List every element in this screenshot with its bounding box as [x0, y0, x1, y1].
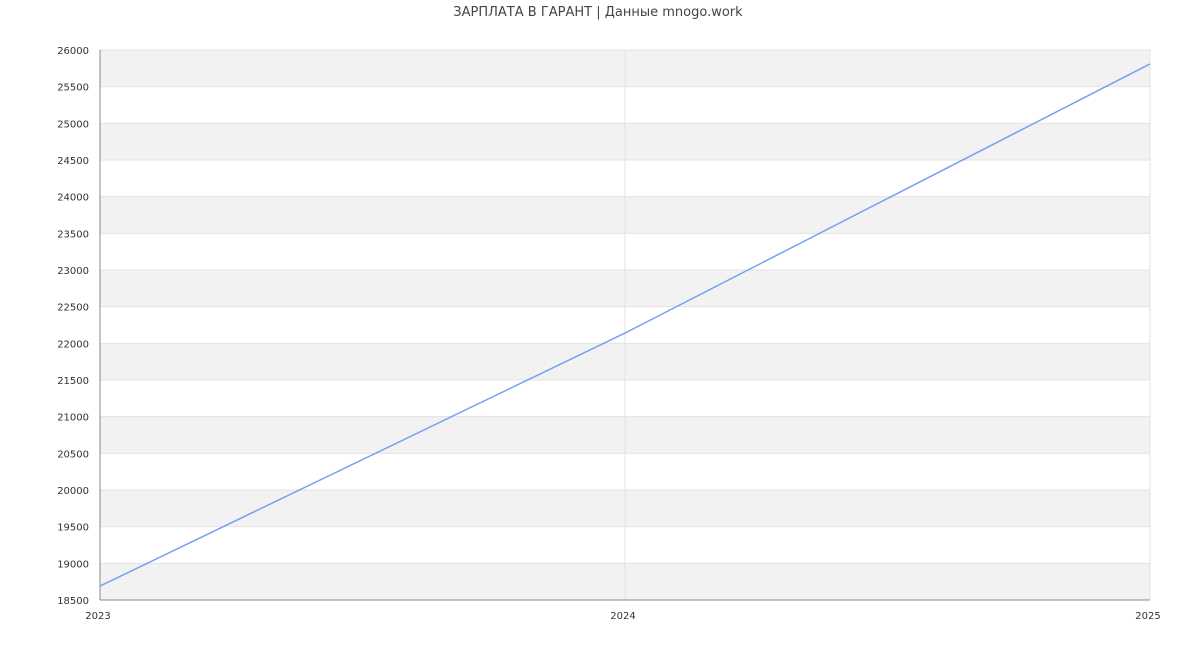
y-tick-label: 20000: [57, 486, 89, 497]
x-axis-ticks: 2023 2024 2025: [85, 611, 1160, 622]
y-tick-label: 22000: [57, 339, 89, 350]
y-tick-label: 22500: [57, 303, 89, 314]
y-tick-label: 24500: [57, 156, 89, 167]
y-tick-label: 23500: [57, 229, 89, 240]
chart-title: ЗАРПЛАТА В ГАРАНТ | Данные mnogo.work: [453, 5, 743, 20]
y-tick-label: 18500: [57, 596, 89, 607]
x-tick-label: 2025: [1135, 611, 1160, 622]
y-tick-label: 26000: [57, 46, 89, 57]
y-tick-label: 21000: [57, 413, 89, 424]
y-tick-label: 20500: [57, 449, 89, 460]
y-tick-label: 24000: [57, 193, 89, 204]
series-line: [99, 63, 1151, 587]
y-tick-label: 23000: [57, 266, 89, 277]
y-axis-ticks: 18500 19000 19500 20000 20500 21000 21500 22000…: [57, 46, 89, 607]
series-group: [99, 63, 1151, 587]
y-tick-label: 25500: [57, 83, 89, 94]
y-tick-label: 21500: [57, 376, 89, 387]
y-tick-label: 25000: [57, 119, 89, 130]
x-tick-label: 2023: [85, 611, 110, 622]
x-tick-label: 2024: [610, 611, 635, 622]
y-tick-label: 19500: [57, 523, 89, 534]
y-tick-label: 19000: [57, 559, 89, 570]
